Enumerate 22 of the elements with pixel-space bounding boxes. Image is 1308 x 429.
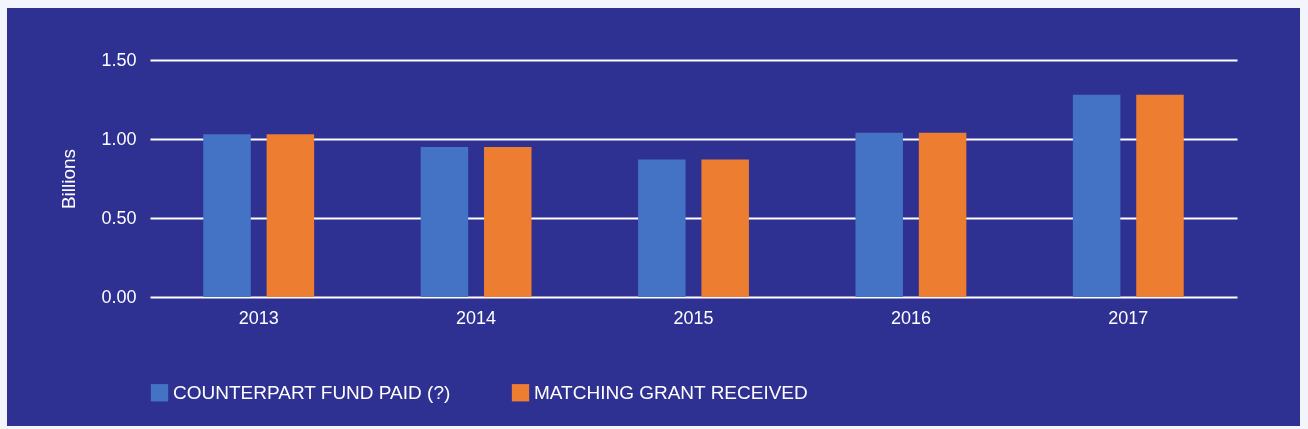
y-tick-label: 0.00 [101,286,137,307]
bar [420,146,469,297]
bar [701,159,749,297]
y-axis-title: Billions [58,148,80,210]
legend-label: MATCHING GRANT RECEIVED [534,381,808,403]
x-tick-label: 2014 [456,307,497,328]
y-tick-label: 1.50 [101,49,137,70]
bar [484,146,532,297]
y-tick-label: 0.50 [101,207,137,228]
x-tick-label: 2013 [238,307,279,328]
bar [1072,94,1121,297]
x-tick-label: 2017 [1108,307,1149,328]
bar [918,132,967,297]
x-tick-label: 2015 [673,307,714,328]
legend-label: COUNTERPART FUND PAID (?) [173,381,451,403]
x-tick-label: 2016 [890,307,931,328]
y-tick-label: 1.00 [101,128,137,149]
bar [638,159,686,297]
bar [1136,94,1184,297]
bar [203,134,251,297]
bar [266,134,315,297]
bar [855,132,903,297]
